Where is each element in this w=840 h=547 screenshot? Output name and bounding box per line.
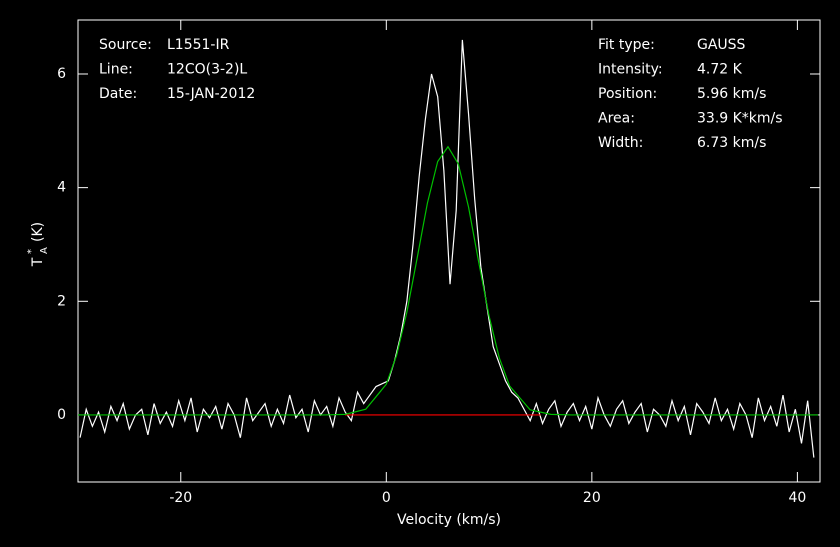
info-label: Width: — [598, 135, 643, 151]
x-tick-label: -20 — [169, 490, 192, 506]
info-label: Line: — [99, 62, 133, 78]
info-label: Area: — [598, 111, 635, 127]
info-label: Fit type: — [598, 37, 655, 53]
info-value: 6.73 km/s — [697, 135, 766, 151]
plot-frame — [77, 19, 821, 483]
info-label: Date: — [99, 86, 137, 102]
y-tick-label: 0 — [57, 407, 66, 423]
info-label: Intensity: — [598, 62, 663, 78]
y-tick-label: 6 — [57, 66, 66, 82]
info-label: Position: — [598, 86, 657, 102]
series-line — [79, 39, 815, 458]
info-label: Source: — [99, 37, 152, 53]
x-axis-label: Velocity (km/s) — [397, 512, 501, 528]
x-tick-label: 0 — [382, 490, 391, 506]
series-line — [78, 145, 818, 416]
y-label-unit: (K) — [30, 222, 46, 242]
y-tick-label: 4 — [57, 180, 66, 196]
info-value: 33.9 K*km/s — [697, 111, 783, 127]
y-tick-label: 2 — [57, 293, 66, 309]
x-tick-label: 40 — [788, 490, 806, 506]
info-value: 15-JAN-2012 — [167, 86, 255, 102]
info-value: 5.96 km/s — [697, 86, 766, 102]
info-value: GAUSS — [697, 37, 746, 53]
x-tick-label: 20 — [583, 490, 601, 506]
y-label-sub: A — [39, 247, 50, 254]
info-value: 12CO(3-2)L — [167, 62, 247, 78]
info-value: 4.72 K — [697, 62, 743, 78]
y-label-sup: * — [26, 249, 37, 254]
y-label-symbol: T — [30, 257, 46, 267]
y-axis-label: T * A (K) — [26, 222, 50, 267]
info-value: L1551-IR — [167, 37, 230, 53]
